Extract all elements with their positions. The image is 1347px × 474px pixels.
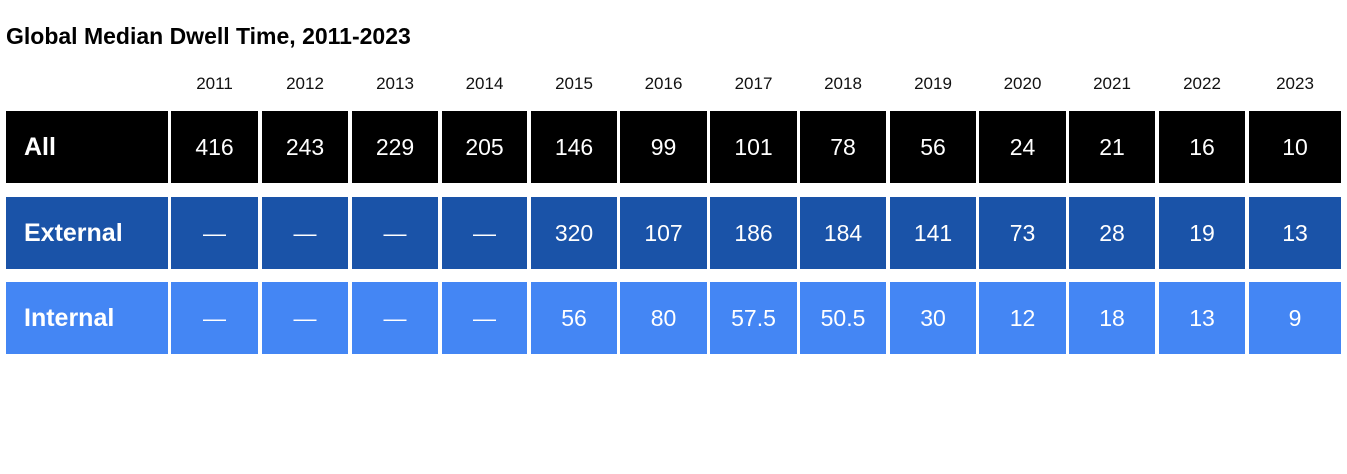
year-header-row: 2011 2012 2013 2014 2015 2016 2017 2018 2019 2020… [0, 72, 1347, 96]
cell-all-2018: 78 [800, 111, 886, 183]
cell-external-2014: — [442, 197, 527, 269]
cell-all-2011: 416 [171, 111, 258, 183]
cell-all-2014: 205 [442, 111, 527, 183]
table-row-internal: Internal — — — —56 80 57.5 50.5 30 12 18 13 9 [6, 282, 1341, 354]
row-label-internal: Internal [6, 282, 168, 354]
cell-internal-2011: — [171, 282, 258, 354]
cell-all-2013: 229 [352, 111, 438, 183]
cell-internal-2012: — [262, 282, 348, 354]
year-header-2013: 2013 [376, 74, 414, 93]
cell-external-2017: 186 [710, 197, 797, 269]
cell-external-2023: 13 [1249, 197, 1341, 269]
cell-external-2019: 141 [890, 197, 976, 269]
cell-internal-2017: 57.5 [710, 282, 797, 354]
cell-all-2019: 56 [890, 111, 976, 183]
cell-external-2016: 107 [620, 197, 707, 269]
cell-all-2016: 99 [620, 111, 707, 183]
year-header-2017: 2017 [734, 74, 773, 93]
cell-internal-2020: 12 [979, 282, 1066, 354]
row-label-all: All [6, 111, 168, 183]
year-header-2016: 2016 [644, 74, 683, 93]
year-header-2022: 2022 [1183, 74, 1221, 93]
year-header-2021: 2021 [1093, 74, 1131, 93]
year-header-2014: 2014 [465, 74, 504, 93]
cell-internal-2014: — [442, 282, 527, 354]
cell-internal-2015: 56 [531, 282, 617, 354]
table-row-all: All 416 243 229 205 146 99 101 78 56 24 21 16 10 [6, 111, 1341, 183]
year-header-2020: 2020 [1003, 74, 1042, 93]
year-header-2023: 2023 [1276, 74, 1314, 93]
cell-all-2020: 24 [979, 111, 1066, 183]
year-header-2011: 2011 [196, 74, 233, 93]
cell-external-2020: 73 [979, 197, 1066, 269]
cell-all-2017: 101 [710, 111, 797, 183]
year-header-2012: 2012 [286, 74, 324, 93]
cell-internal-2022: 13 [1159, 282, 1245, 354]
cell-external-2013: — [352, 197, 438, 269]
cell-all-2022: 16 [1159, 111, 1245, 183]
cell-internal-2021: 18 [1069, 282, 1155, 354]
row-label-external: External [6, 197, 168, 269]
cell-all-2012: 243 [262, 111, 348, 183]
cell-internal-2019: 30 [890, 282, 976, 354]
cell-external-2011: — [171, 197, 258, 269]
year-header-2019: 2019 [914, 74, 952, 93]
cell-all-2015: 146 [531, 111, 617, 183]
cell-external-2021: 28 [1069, 197, 1155, 269]
cell-internal-2013: — [352, 282, 438, 354]
cell-internal-2018: 50.5 [800, 282, 886, 354]
cell-all-2023: 10 [1249, 111, 1341, 183]
year-header-2015: 2015 [555, 74, 593, 93]
cell-external-2012: — [262, 197, 348, 269]
cell-external-2022: 19 [1159, 197, 1245, 269]
year-header-2018: 2018 [824, 74, 862, 93]
cell-all-2021: 21 [1069, 111, 1155, 183]
table-title: Global Median Dwell Time, 2011-2023 [6, 23, 411, 49]
cell-internal-2016: 80 [620, 282, 707, 354]
cell-internal-2023: 9 [1249, 282, 1341, 354]
cell-external-2018: 184 [800, 197, 886, 269]
table-row-external: External — — — —320 107 186 184 141 73 28 19 13 [6, 197, 1341, 269]
cell-external-2015: 320 [531, 197, 617, 269]
